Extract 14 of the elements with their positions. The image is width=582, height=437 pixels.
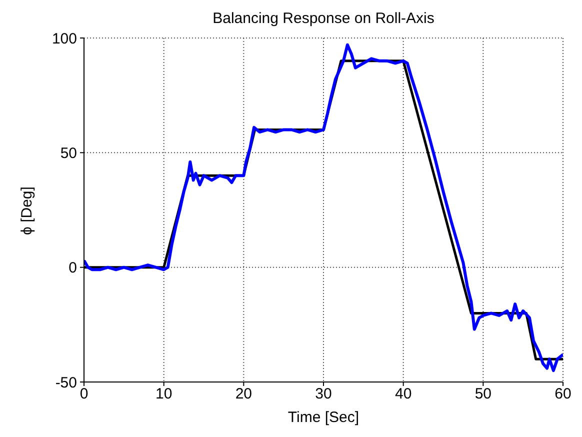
x-tick-label: 30	[315, 386, 332, 403]
x-tick-label: 20	[235, 386, 252, 403]
x-axis-title: Time [Sec]	[288, 409, 360, 426]
x-tick-label: 0	[80, 386, 88, 403]
x-tick-label: 10	[155, 386, 172, 403]
x-tick-label: 50	[474, 386, 492, 403]
y-tick-label: -50	[55, 374, 77, 392]
x-tick-label: 60	[554, 386, 572, 403]
y-tick-label: 50	[60, 144, 77, 162]
chart-title: Balancing Response on Roll-Axis	[212, 10, 436, 27]
y-tick-label: 100	[52, 30, 77, 48]
y-axis-title: ϕ [Deg]	[18, 186, 36, 235]
x-tick-label: 40	[394, 386, 412, 403]
y-tick-label: 0	[68, 260, 77, 277]
